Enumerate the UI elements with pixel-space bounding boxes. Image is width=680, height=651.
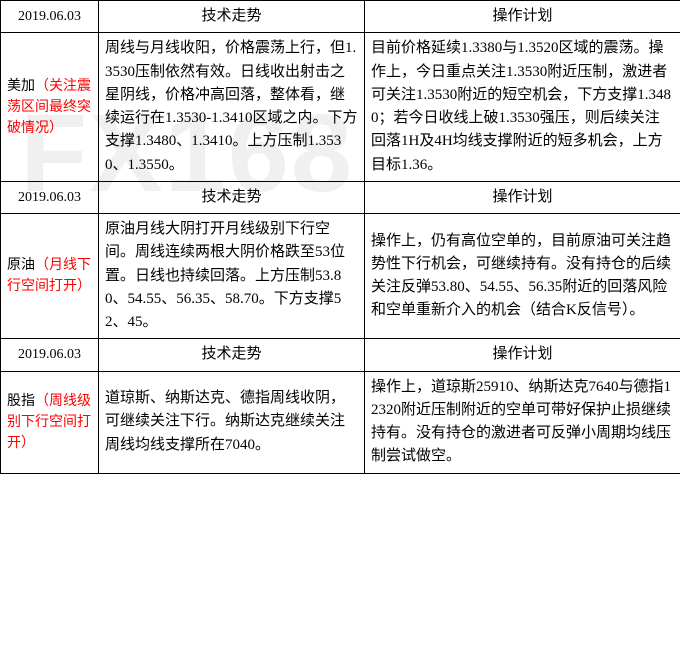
tech-header: 技术走势 bbox=[99, 1, 365, 33]
plan-header: 操作计划 bbox=[365, 181, 680, 213]
plan-cell: 目前价格延续1.3380与1.3520区域的震荡。操作上，今日重点关注1.353… bbox=[365, 33, 680, 182]
date-cell: 2019.06.03 bbox=[1, 1, 99, 33]
tech-cell: 道琼斯、纳斯达克、德指周线收阴，可继续关注下行。纳斯达克继续关注周线均线支撑所在… bbox=[99, 371, 365, 473]
table-header-row: 2019.06.03 技术走势 操作计划 bbox=[1, 181, 680, 213]
instrument-label: 原油 bbox=[7, 258, 35, 273]
instrument-label: 股指 bbox=[7, 394, 35, 409]
analysis-table: 2019.06.03 技术走势 操作计划 美加（关注震荡区间最终突破情况） 周线… bbox=[0, 0, 680, 474]
table-row: 原油（月线下行空间打开） 原油月线大阴打开月线级别下行空间。周线连续两根大阴价格… bbox=[1, 214, 680, 339]
table-row: 美加（关注震荡区间最终突破情况） 周线与月线收阳，价格震荡上行，但1.3530压… bbox=[1, 33, 680, 182]
tech-cell: 周线与月线收阳，价格震荡上行，但1.3530压制依然有效。日线收出射击之星阴线，… bbox=[99, 33, 365, 182]
plan-cell: 操作上，仍有高位空单的，目前原油可关注趋势性下行机会，可继续持有。没有持仓的后续… bbox=[365, 214, 680, 339]
instrument-cell: 股指（周线级别下行空间打开） bbox=[1, 371, 99, 473]
date-cell: 2019.06.03 bbox=[1, 181, 99, 213]
table-header-row: 2019.06.03 技术走势 操作计划 bbox=[1, 339, 680, 371]
table-row: 股指（周线级别下行空间打开） 道琼斯、纳斯达克、德指周线收阴，可继续关注下行。纳… bbox=[1, 371, 680, 473]
date-cell: 2019.06.03 bbox=[1, 339, 99, 371]
instrument-label: 美加 bbox=[7, 79, 35, 94]
tech-header: 技术走势 bbox=[99, 339, 365, 371]
tech-header: 技术走势 bbox=[99, 181, 365, 213]
instrument-cell: 原油（月线下行空间打开） bbox=[1, 214, 99, 339]
tech-cell: 原油月线大阴打开月线级别下行空间。周线连续两根大阴价格跌至53位置。日线也持续回… bbox=[99, 214, 365, 339]
plan-header: 操作计划 bbox=[365, 1, 680, 33]
plan-cell: 操作上，道琼斯25910、纳斯达克7640与德指12320附近压制附近的空单可带… bbox=[365, 371, 680, 473]
table-header-row: 2019.06.03 技术走势 操作计划 bbox=[1, 1, 680, 33]
instrument-cell: 美加（关注震荡区间最终突破情况） bbox=[1, 33, 99, 182]
plan-header: 操作计划 bbox=[365, 339, 680, 371]
